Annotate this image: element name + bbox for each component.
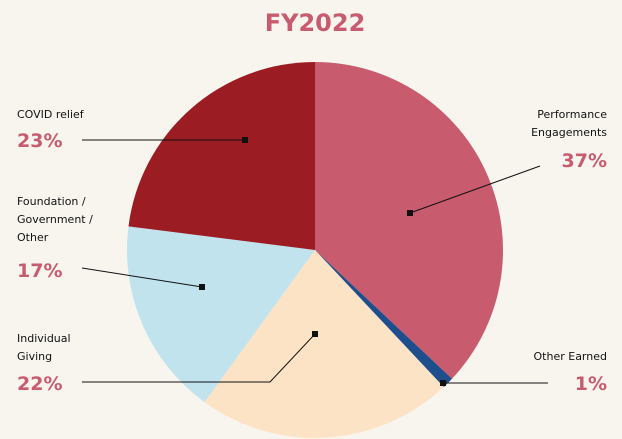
leader-dot bbox=[199, 284, 205, 290]
leader-line bbox=[409, 165, 541, 214]
slice-value-label: 17% bbox=[17, 260, 62, 282]
leader-line bbox=[82, 333, 316, 383]
leader-dot bbox=[407, 210, 413, 216]
leader-line bbox=[81, 267, 203, 288]
slice-label: Performance Engagements bbox=[531, 108, 607, 139]
pie-slice bbox=[128, 62, 315, 250]
slice-value-label: 1% bbox=[575, 373, 607, 395]
slice-label: Individual Giving bbox=[17, 332, 71, 363]
pie-slice bbox=[126, 226, 315, 403]
slice-label: COVID relief bbox=[17, 108, 85, 121]
chart-title: FY2022 bbox=[265, 9, 366, 37]
slice-value-label: 22% bbox=[17, 373, 62, 395]
slice-value-label: 23% bbox=[17, 130, 62, 152]
pie-slice bbox=[315, 62, 503, 379]
leader-dot bbox=[312, 331, 318, 337]
pie-slice bbox=[204, 250, 444, 439]
slice-label: Foundation / Government / Other bbox=[17, 195, 93, 244]
leader-dot bbox=[242, 137, 248, 143]
slice-value-label: 37% bbox=[562, 150, 607, 172]
slice-label: Other Earned bbox=[534, 350, 607, 363]
pie-slice bbox=[315, 250, 453, 388]
leader-dot bbox=[440, 380, 446, 386]
